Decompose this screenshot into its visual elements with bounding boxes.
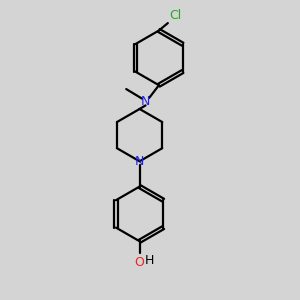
Text: N: N — [141, 95, 150, 108]
Text: O: O — [135, 256, 145, 268]
Text: N: N — [135, 155, 144, 168]
Text: Cl: Cl — [169, 9, 182, 22]
Text: H: H — [144, 254, 154, 267]
